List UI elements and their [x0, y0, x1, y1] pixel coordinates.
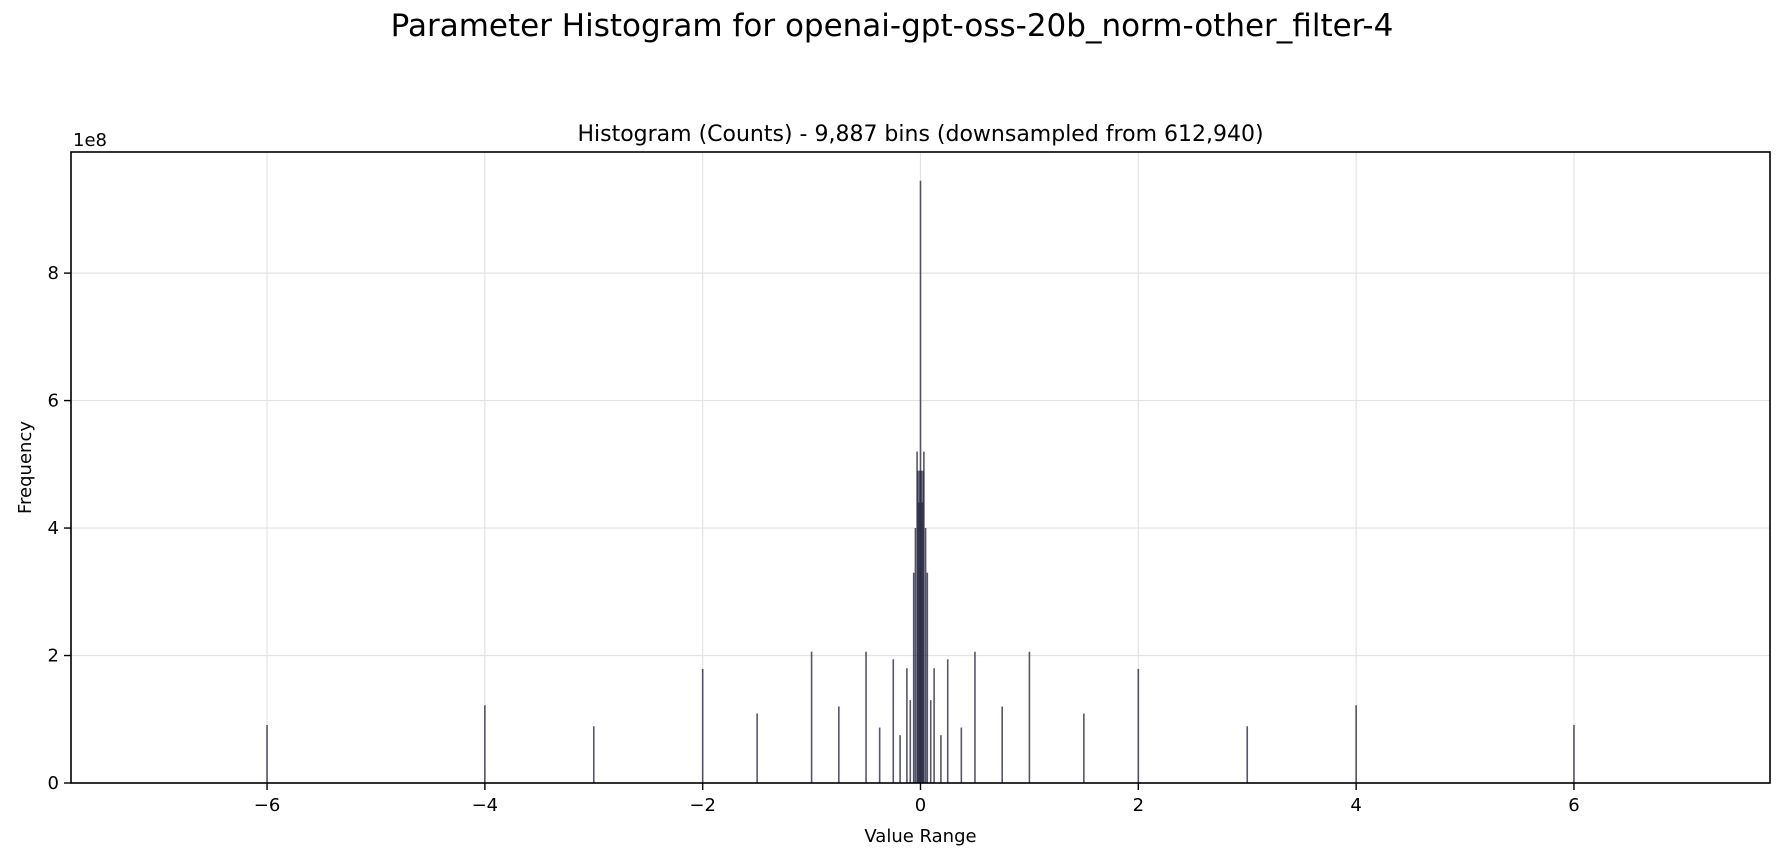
histogram-bar: [899, 735, 901, 783]
histogram-bar: [266, 725, 268, 783]
histogram-bar: [921, 502, 923, 783]
x-tick-label: −2: [689, 795, 716, 816]
x-tick-label: 0: [915, 795, 926, 816]
x-tick-label: −4: [472, 795, 499, 816]
histogram-bar: [912, 572, 915, 783]
histogram-bar: [933, 668, 935, 783]
histogram-bar: [592, 726, 595, 783]
figure-suptitle: Parameter Histogram for openai-gpt-oss-2…: [390, 8, 1394, 44]
histogram-bar: [484, 705, 486, 783]
y-offset-text: 1e8: [73, 130, 107, 151]
histogram-bar: [756, 713, 758, 783]
histogram-bar: [1573, 725, 1575, 783]
histogram-bar: [922, 470, 924, 783]
y-tick-label: 0: [48, 773, 59, 794]
y-tick-label: 6: [48, 391, 59, 412]
histogram-bar: [914, 528, 917, 783]
bars: [266, 180, 1575, 783]
histogram-bar: [917, 470, 919, 783]
histogram-bar: [926, 572, 929, 783]
histogram-bar: [924, 528, 927, 783]
histogram-bar: [1246, 726, 1249, 783]
histogram-bar: [1355, 705, 1357, 783]
y-tick-label: 4: [48, 518, 59, 539]
histogram-bar: [974, 651, 976, 783]
histogram-bar: [838, 706, 840, 783]
histogram-bar: [940, 735, 942, 783]
x-tick-label: 4: [1350, 795, 1361, 816]
histogram-bar: [960, 727, 963, 783]
x-tick-label: 6: [1568, 795, 1579, 816]
histogram-bar: [916, 451, 918, 783]
x-tick-label: −6: [254, 795, 281, 816]
x-axis-label: Value Range: [864, 826, 976, 847]
histogram-bar: [909, 700, 912, 783]
histogram-bar: [810, 651, 813, 783]
y-axis-label: Frequency: [15, 421, 36, 514]
histogram-bar: [920, 470, 923, 783]
histogram-bar: [919, 180, 922, 783]
x-tick-label: 2: [1133, 795, 1144, 816]
histogram-bar: [918, 502, 920, 783]
chart-title: Histogram (Counts) - 9,887 bins (downsam…: [577, 122, 1263, 147]
histogram-bar: [1083, 713, 1085, 783]
histogram-bar: [918, 470, 921, 783]
ticks: −6 −4 −2 0 2 4 6 0 2 4 6 8: [48, 263, 1580, 816]
y-tick-label: 2: [48, 646, 59, 667]
histogram-bar: [1137, 668, 1140, 783]
y-tick-label: 8: [48, 263, 59, 284]
histogram-bar: [906, 668, 908, 783]
histogram-bar: [878, 727, 881, 783]
histogram-bar: [1028, 651, 1031, 783]
histogram-bar: [929, 700, 932, 783]
histogram-bar: [946, 659, 949, 783]
histogram-bar: [701, 668, 704, 783]
histogram-bar: [923, 451, 925, 783]
histogram-bar: [1001, 706, 1003, 783]
histogram-bar: [865, 651, 867, 783]
histogram-bar: [892, 659, 895, 783]
